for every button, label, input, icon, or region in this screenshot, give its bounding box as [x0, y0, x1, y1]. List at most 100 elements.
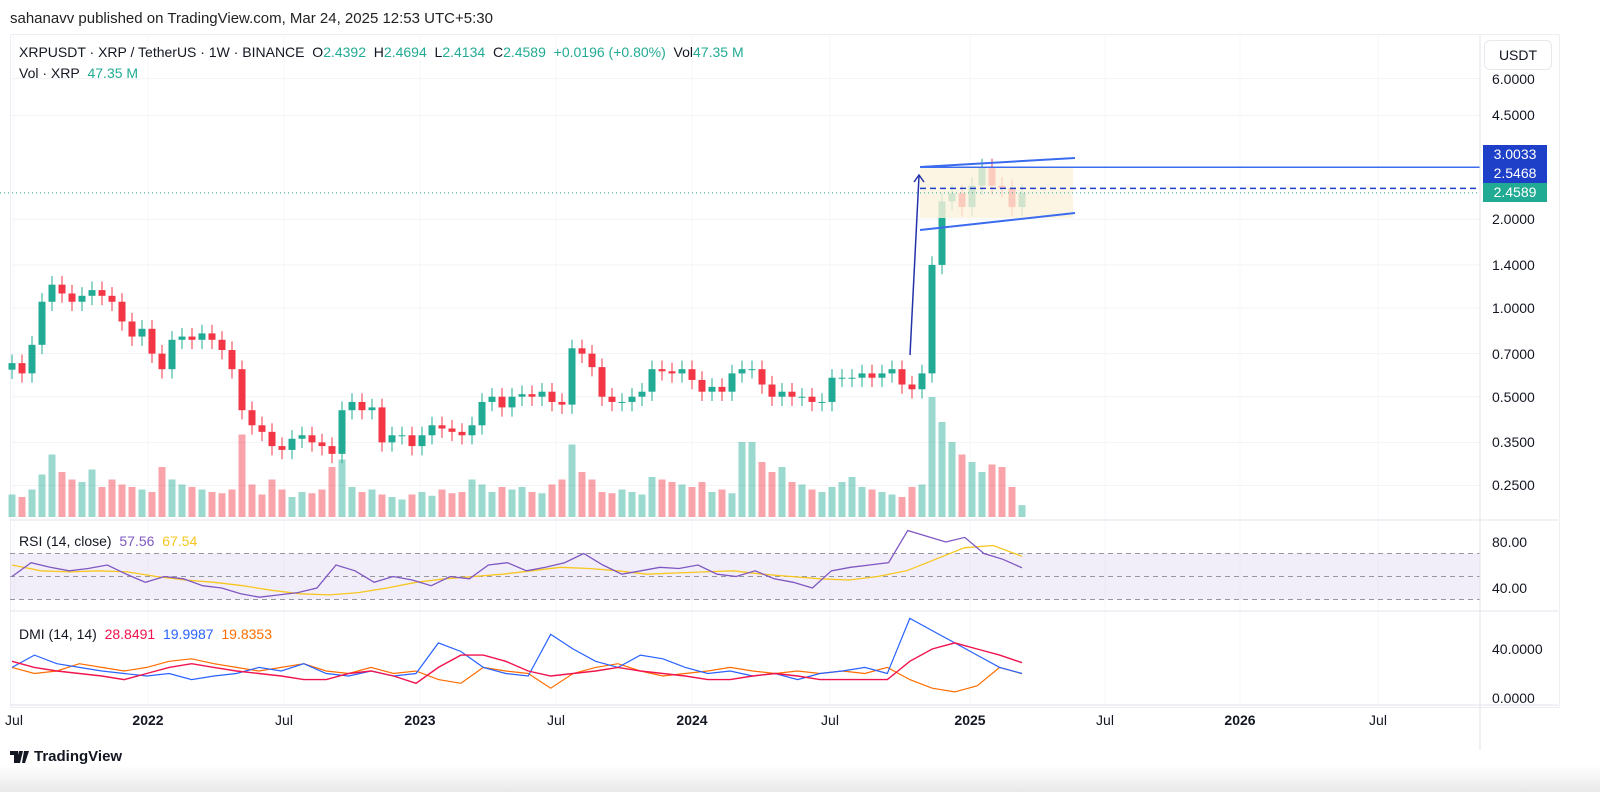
volume-bar — [168, 479, 176, 517]
candle-body — [18, 363, 26, 374]
rsi-line — [11, 529, 1023, 598]
volume-bar — [348, 487, 356, 517]
volume-bar — [298, 492, 306, 517]
candle-body — [778, 391, 786, 397]
volume-bar — [778, 467, 786, 517]
candle-body — [518, 394, 526, 397]
volume-bar — [1018, 505, 1026, 517]
candle-body — [418, 435, 426, 447]
volume-bar — [78, 482, 86, 517]
tradingview-logo-icon — [10, 750, 29, 763]
volume-bar — [418, 492, 426, 517]
volume-bar — [248, 484, 256, 517]
minus-di-line — [11, 658, 1023, 693]
volume-bar — [428, 495, 436, 517]
rsi-ma-value: 67.54 — [162, 533, 198, 549]
price-tag: 3.0033 — [1483, 145, 1547, 164]
candle-body — [98, 290, 106, 296]
volume-bar — [758, 462, 766, 517]
volume-bar — [698, 482, 706, 517]
plus-di-line — [11, 617, 1023, 681]
volume-bar — [318, 489, 326, 517]
volume-bars — [8, 397, 1026, 517]
volume-bar — [998, 467, 1006, 517]
candle-body — [658, 369, 666, 372]
candle-body — [818, 401, 826, 403]
price-label: 0.5000 — [1492, 388, 1535, 405]
volume-bar — [668, 482, 676, 517]
volume-bar — [948, 442, 956, 517]
volume-bar — [378, 494, 386, 517]
candle-body — [398, 435, 406, 437]
time-tick: 2023 — [404, 712, 436, 728]
volume-bar — [748, 442, 756, 517]
candle-body — [28, 344, 36, 374]
low-value: 2.4134 — [442, 44, 486, 60]
candle-body — [128, 321, 136, 337]
volume-bar — [678, 484, 686, 517]
candle-body — [908, 384, 916, 390]
volume-bar — [438, 489, 446, 517]
candle-body — [198, 333, 206, 340]
price-label: 6.0000 — [1492, 70, 1535, 87]
candle-body — [898, 369, 906, 385]
brand-name: TradingView — [34, 748, 123, 765]
symbol-legend[interactable]: XRPUSDT · XRP / TetherUS · 1W · BINANCE … — [19, 44, 744, 60]
volume-bar — [178, 484, 186, 517]
volume-bar — [68, 479, 76, 517]
volume-bar — [618, 489, 626, 517]
candle-body — [438, 425, 446, 429]
volume-legend[interactable]: Vol · XRP 47.35 M — [19, 65, 138, 81]
candle-body — [168, 339, 176, 370]
adx-value: 28.8491 — [104, 626, 156, 642]
volume-bar — [258, 494, 266, 517]
volume-bar — [358, 492, 366, 517]
dmi-pane — [11, 617, 1023, 693]
volume-bar — [38, 474, 46, 517]
change-value: +0.0196 (+0.80%) — [553, 44, 666, 60]
chart-frame — [10, 34, 1560, 708]
candle-body — [498, 396, 506, 408]
volume-bar — [398, 499, 406, 517]
volume-bar — [408, 494, 416, 517]
arrow-head-icon — [913, 173, 925, 183]
candle-body — [618, 401, 626, 403]
candle-body — [568, 348, 576, 405]
volume-bar — [98, 487, 106, 517]
candle-body — [238, 369, 246, 411]
candle-body — [448, 428, 456, 432]
tradingview-logo[interactable]: TradingView — [10, 748, 122, 765]
volume-bar — [578, 472, 586, 517]
currency-button[interactable]: USDT — [1484, 40, 1552, 70]
volume-bar — [728, 493, 736, 517]
volume-bar — [888, 494, 896, 517]
candle-body — [468, 425, 476, 436]
volume-series-label: Vol · XRP — [19, 65, 80, 81]
plus-di-value: 19.9987 — [162, 626, 214, 642]
price-label: 1.4000 — [1492, 256, 1535, 273]
volume-bar — [598, 492, 606, 517]
candle-body — [928, 264, 936, 374]
volume-bar — [908, 487, 916, 517]
volume-bar — [718, 489, 726, 517]
rsi-axis-label: 80.00 — [1492, 534, 1528, 550]
volume-bar — [608, 493, 616, 517]
volume-bar — [288, 497, 296, 517]
volume-bar — [1008, 487, 1016, 517]
volume-bar — [208, 492, 216, 517]
candle-body — [798, 396, 806, 398]
volume-bar — [968, 462, 976, 517]
candle-body — [688, 369, 696, 380]
candle-body — [208, 333, 216, 340]
dmi-legend[interactable]: DMI (14, 14) 28.8491 19.9987 19.8353 — [19, 626, 272, 642]
volume-bar — [228, 489, 236, 517]
volume-bar — [538, 493, 546, 517]
rsi-legend[interactable]: RSI (14, close) 57.56 67.54 — [19, 533, 197, 549]
price-label: 0.3500 — [1492, 434, 1535, 451]
rsi-axis-label: 40.00 — [1492, 580, 1528, 596]
candle-body — [768, 384, 776, 397]
time-tick: 2024 — [676, 712, 708, 728]
candle-body — [308, 435, 316, 443]
open-value: 2.4392 — [323, 44, 367, 60]
